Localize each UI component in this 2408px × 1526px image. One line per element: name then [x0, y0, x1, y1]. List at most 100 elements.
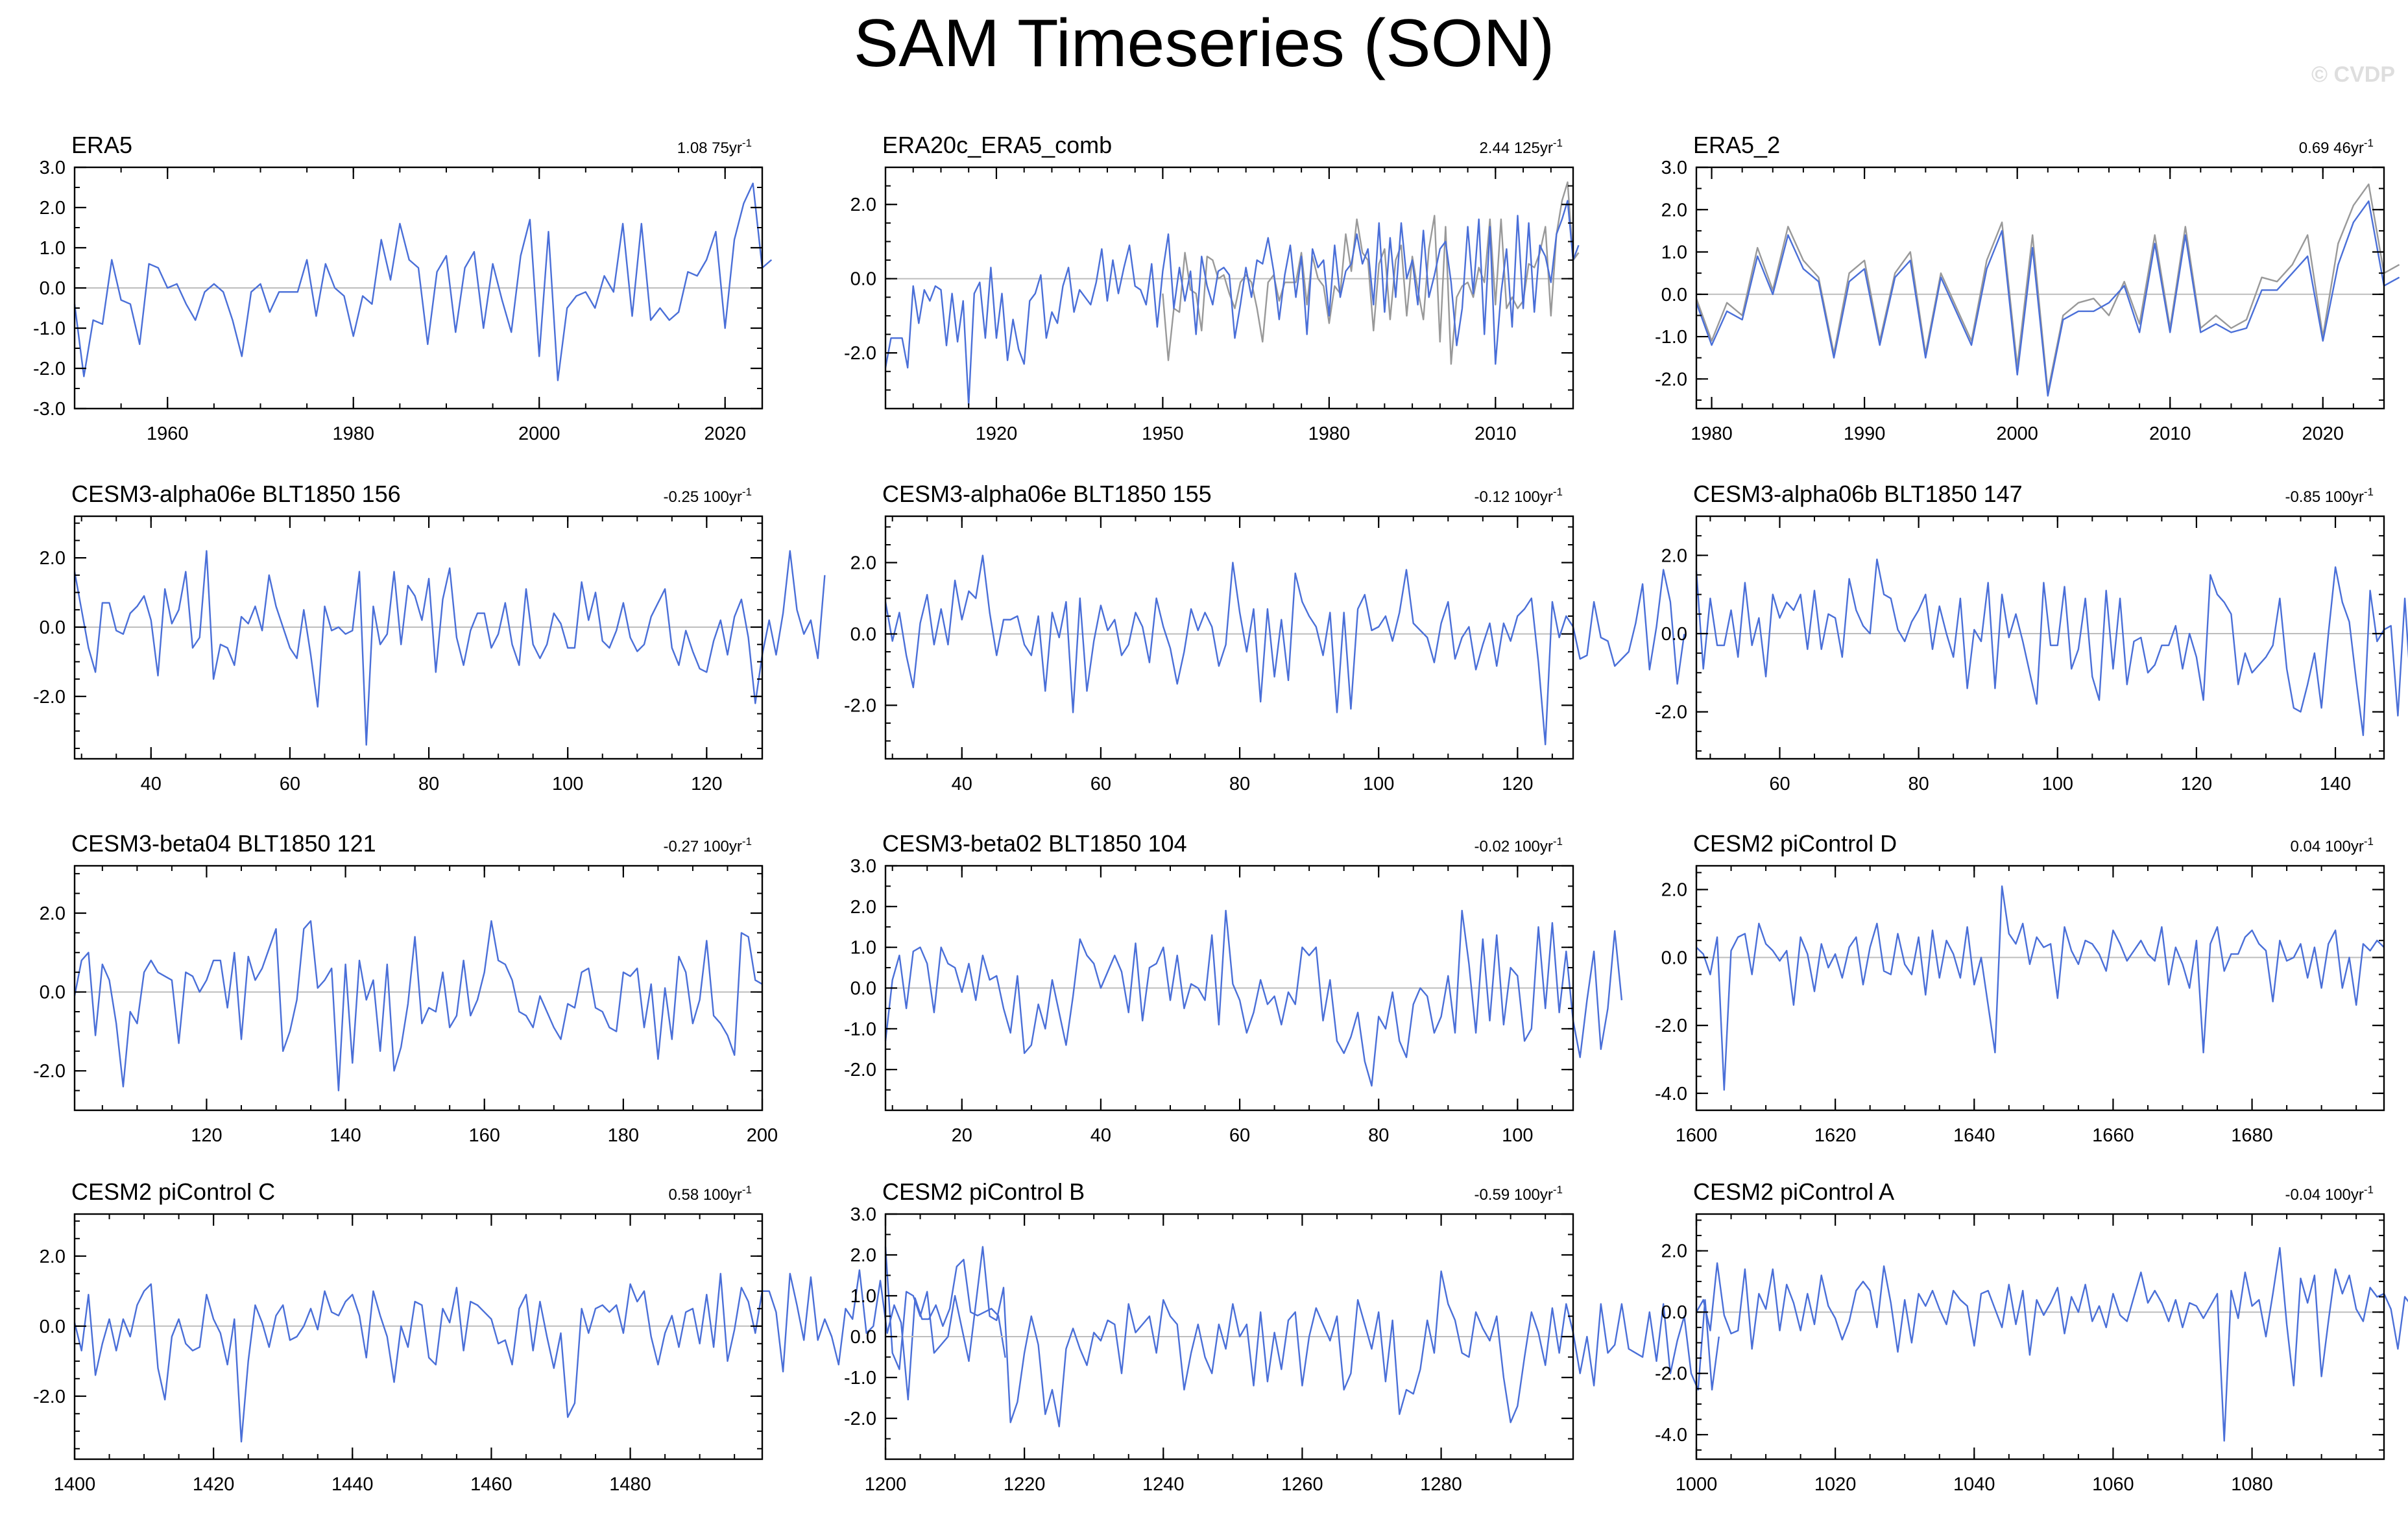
- model-series-line: [73, 182, 773, 381]
- y-tick-label: 0.0: [40, 983, 66, 1003]
- x-tick-label: 1480: [609, 1474, 651, 1495]
- x-tick-label: 60: [1229, 1125, 1250, 1146]
- plot-frame: [1695, 1213, 2385, 1460]
- chart-panel-9: CESM2 piControl D 0.04 100yr-1 -4.0 -2.0 0.0…: [1655, 830, 2385, 1146]
- panel-title: CESM2 piControl B: [882, 1178, 1085, 1205]
- y-tick-label: 2.0: [1661, 545, 1687, 566]
- y-tick-label: 2.0: [40, 903, 66, 924]
- model-series-line: [1695, 200, 2400, 397]
- x-tick-label: 80: [418, 774, 439, 794]
- panel-title: ERA20c_ERA5_comb: [882, 132, 1112, 158]
- x-tick-label: 1020: [1814, 1474, 1857, 1495]
- x-tick-label: 1080: [2231, 1474, 2273, 1495]
- x-tick-label: 1660: [2092, 1125, 2134, 1146]
- x-tick-label: 120: [691, 774, 722, 794]
- y-tick-label: 1.0: [40, 238, 66, 259]
- y-tick-label: -1.0: [844, 1368, 876, 1389]
- x-tick-label: 1920: [976, 423, 1018, 444]
- y-tick-label: 0.0: [40, 1317, 66, 1337]
- x-tick-label: 1420: [193, 1474, 235, 1495]
- trend-label: -0.85 100yr-1: [2285, 486, 2374, 506]
- y-tick-label: 3.0: [40, 158, 66, 178]
- y-tick-label: 0.0: [850, 1327, 876, 1348]
- plot-frame: [1695, 515, 2385, 760]
- y-tick-label: 3.0: [850, 1204, 876, 1225]
- plot-frame: [884, 515, 1574, 760]
- trend-label: -0.59 100yr-1: [1474, 1184, 1563, 1204]
- x-tick-label: 1640: [1953, 1125, 1995, 1146]
- y-tick-label: -2.0: [844, 696, 876, 717]
- y-tick-label: 2.0: [850, 195, 876, 215]
- x-tick-label: 1400: [54, 1474, 96, 1495]
- model-series-line: [1696, 885, 2385, 1091]
- y-tick-label: 0.0: [1661, 1302, 1687, 1323]
- x-tick-label: 100: [1502, 1125, 1533, 1146]
- x-tick-label: 2010: [1475, 423, 1517, 444]
- panel-title: CESM2 piControl D: [1693, 830, 1897, 857]
- y-tick-label: 0.0: [1661, 948, 1687, 968]
- observed-series-line: [1695, 183, 2400, 393]
- plot-frame: [1695, 166, 2385, 410]
- y-tick-label: -2.0: [1655, 1016, 1687, 1036]
- chart-panel-6: CESM3-alpha06b BLT1850 147 -0.85 100yr-1 -…: [1655, 481, 2408, 794]
- y-tick-label: -1.0: [1655, 327, 1687, 348]
- x-tick-label: 1620: [1814, 1125, 1857, 1146]
- model-series-line: [1695, 558, 2408, 737]
- y-tick-label: -2.0: [1655, 369, 1687, 390]
- x-tick-label: 2010: [2149, 423, 2191, 444]
- y-tick-label: -2.0: [1655, 702, 1687, 723]
- model-series-line: [884, 909, 1623, 1087]
- x-tick-label: 2020: [2302, 423, 2344, 444]
- x-tick-label: 1240: [1142, 1474, 1185, 1495]
- x-tick-label: 60: [280, 774, 300, 794]
- y-tick-label: 0.0: [1661, 624, 1687, 645]
- x-tick-label: 2020: [704, 423, 746, 444]
- plot-frame: [1695, 864, 2385, 1112]
- x-tick-label: 1980: [332, 423, 374, 444]
- x-tick-label: 1260: [1281, 1474, 1323, 1495]
- x-tick-label: 100: [1363, 774, 1394, 794]
- y-tick-label: -2.0: [33, 359, 66, 379]
- x-tick-label: 60: [1769, 774, 1790, 794]
- panel-title: CESM3-beta04 BLT1850 121: [71, 830, 376, 857]
- y-tick-label: -2.0: [844, 343, 876, 364]
- model-series-line: [73, 920, 763, 1091]
- y-tick-label: 0.0: [40, 278, 66, 299]
- y-tick-label: -2.0: [1655, 1364, 1687, 1385]
- chart-panel-3: ERA5_2 0.69 46yr-1 -2.0 -1.0 0.0 1.0 2.0 3.0 198…: [1655, 132, 2400, 444]
- trend-label: -0.04 100yr-1: [2285, 1184, 2374, 1204]
- chart-panel-5: CESM3-alpha06e BLT1850 155 -0.12 100yr-1 -…: [844, 481, 1685, 794]
- y-tick-label: 2.0: [850, 897, 876, 918]
- x-tick-label: 2000: [518, 423, 560, 444]
- y-tick-label: -2.0: [33, 687, 66, 708]
- x-tick-label: 180: [608, 1125, 639, 1146]
- y-tick-label: -2.0: [844, 1409, 876, 1429]
- chart-panel-8: CESM3-beta02 BLT1850 104 -0.02 100yr-1 -2.…: [844, 830, 1623, 1146]
- x-tick-label: 1980: [1691, 423, 1733, 444]
- y-tick-label: 2.0: [1661, 200, 1687, 221]
- panel-title: CESM3-alpha06b BLT1850 147: [1693, 481, 2023, 507]
- trend-label: 0.69 46yr-1: [2299, 137, 2374, 157]
- y-tick-label: -1.0: [33, 318, 66, 339]
- x-tick-label: 1200: [865, 1474, 907, 1495]
- panel-title: CESM2 piControl A: [1693, 1178, 1894, 1205]
- x-tick-label: 80: [1908, 774, 1929, 794]
- y-tick-label: 0.0: [850, 979, 876, 999]
- y-tick-label: 1.0: [1661, 243, 1687, 263]
- y-tick-label: 3.0: [850, 856, 876, 877]
- model-series-line: [1695, 1246, 2408, 1442]
- y-tick-label: 3.0: [1661, 158, 1687, 178]
- y-tick-label: -2.0: [33, 1387, 66, 1407]
- y-tick-label: -2.0: [33, 1061, 66, 1082]
- x-tick-label: 1600: [1676, 1125, 1718, 1146]
- y-tick-label: 0.0: [40, 617, 66, 638]
- x-tick-label: 1280: [1420, 1474, 1462, 1495]
- chart-panel-12: CESM2 piControl A -0.04 100yr-1 -4.0 -2.0 0.…: [1655, 1178, 2408, 1495]
- trend-label: -0.27 100yr-1: [663, 835, 752, 855]
- x-tick-label: 1000: [1676, 1474, 1718, 1495]
- chart-panel-7: CESM3-beta04 BLT1850 121 -0.27 100yr-1 -2.…: [33, 830, 778, 1146]
- x-tick-label: 120: [1502, 774, 1533, 794]
- model-series-line: [73, 550, 826, 746]
- chart-panel-11: CESM2 piControl B -0.59 100yr-1 -2.0 -1.0 0.…: [844, 1178, 1720, 1495]
